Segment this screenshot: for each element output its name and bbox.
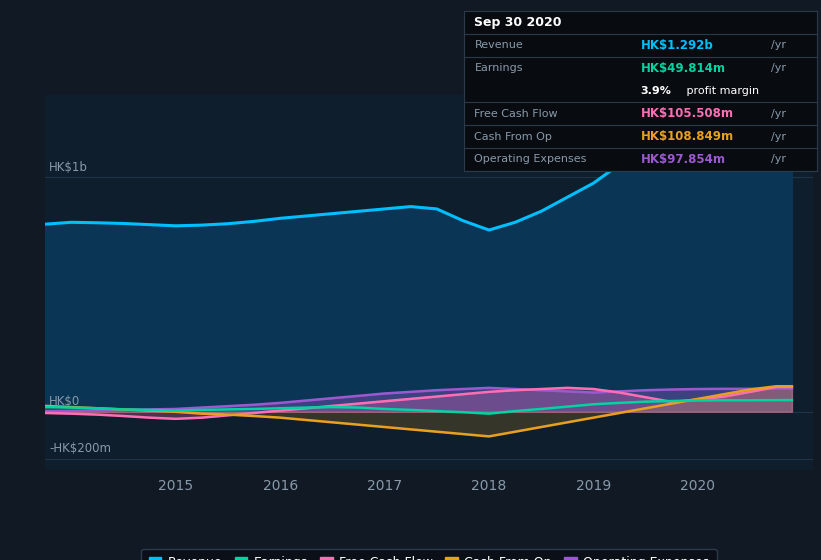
Text: 3.9%: 3.9% [640, 86, 672, 96]
Text: Sep 30 2020: Sep 30 2020 [475, 16, 562, 29]
Text: HK$0: HK$0 [49, 395, 80, 408]
Legend: Revenue, Earnings, Free Cash Flow, Cash From Op, Operating Expenses: Revenue, Earnings, Free Cash Flow, Cash … [141, 549, 717, 560]
Text: Cash From Op: Cash From Op [475, 132, 553, 142]
Text: Revenue: Revenue [475, 40, 523, 50]
Text: -HK$200m: -HK$200m [49, 442, 112, 455]
Text: HK$1.292b: HK$1.292b [640, 39, 713, 52]
Text: /yr: /yr [771, 155, 786, 165]
Text: Earnings: Earnings [475, 63, 523, 73]
Text: HK$105.508m: HK$105.508m [640, 108, 733, 120]
Text: HK$108.849m: HK$108.849m [640, 130, 733, 143]
Text: /yr: /yr [771, 40, 786, 50]
Text: HK$49.814m: HK$49.814m [640, 62, 726, 74]
Text: profit margin: profit margin [683, 86, 759, 96]
Text: /yr: /yr [771, 63, 786, 73]
Text: HK$1b: HK$1b [49, 161, 88, 174]
Text: /yr: /yr [771, 109, 786, 119]
Text: HK$97.854m: HK$97.854m [640, 153, 726, 166]
Text: Free Cash Flow: Free Cash Flow [475, 109, 558, 119]
Text: Operating Expenses: Operating Expenses [475, 155, 587, 165]
Text: /yr: /yr [771, 132, 786, 142]
